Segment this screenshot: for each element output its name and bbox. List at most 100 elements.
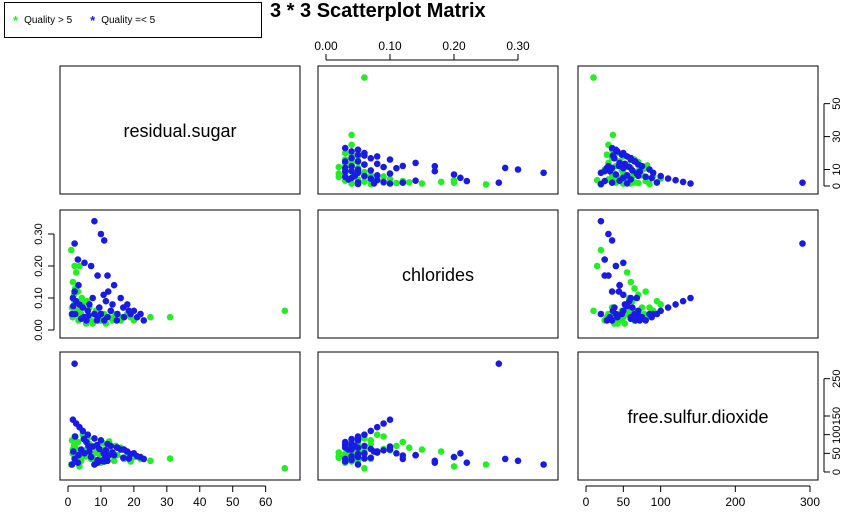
point-low-44-r0c2: [609, 152, 617, 159]
panel-0-0: [59, 65, 301, 195]
point-low-5-r1c0: [81, 259, 88, 267]
bottom-tick-label-2-3: 200: [725, 495, 745, 509]
point-low-16-r0c2: [679, 178, 687, 186]
point-low-48-r1c0: [100, 317, 108, 324]
point-low-48-r2c0: [100, 458, 108, 465]
point-low-5-r2c1: [457, 450, 464, 457]
right-tick-label-2-0: 0: [831, 469, 843, 475]
point-low-49-r1c0: [70, 302, 77, 310]
point-low-28-r1c0: [86, 301, 93, 308]
point-low-40-r0c1: [399, 179, 407, 186]
panel-1-1: [317, 209, 559, 339]
top-tick-label-2: 0.20: [442, 39, 466, 53]
point-low-20-r2c0: [91, 435, 98, 442]
bottom-tick-label-2-1: 50: [617, 495, 631, 509]
point-low-7-r0c1: [431, 167, 439, 175]
point-low-33-r0c2: [653, 179, 661, 186]
point-low-35-r1c2: [642, 317, 649, 324]
point-low-45-r2c0: [77, 446, 85, 453]
point-low-47-r0c1: [348, 167, 355, 175]
legend-marker-low: *: [90, 12, 96, 28]
point-low-28-r2c0: [86, 448, 93, 455]
point-high-23-r0c1: [348, 141, 355, 149]
point-low-4-r1c2: [601, 256, 608, 263]
point-low-27-r0c2: [614, 148, 621, 155]
point-high-2-r1c2: [627, 278, 635, 286]
point-high-29-r2c1: [373, 431, 381, 439]
point-high-37-r1c2: [621, 320, 629, 327]
point-low-21-r0c2: [646, 166, 653, 173]
bottom-tick-label-0-6: 60: [259, 495, 273, 509]
point-low-40-r1c0: [71, 288, 78, 295]
point-low-14-r1c0: [140, 317, 148, 324]
point-high-27-r2c1: [380, 433, 387, 440]
point-low-6-r2c0: [87, 453, 95, 461]
bottom-tick-label-2-2: 100: [651, 495, 671, 509]
point-low-4-r1c0: [74, 256, 82, 263]
point-high-25-r1c0: [68, 246, 75, 254]
point-high-24-r2c0: [166, 455, 174, 462]
point-low-42-r2c1: [399, 452, 407, 459]
bottom-tick-label-0-4: 40: [193, 495, 207, 509]
point-low-35-r0c2: [642, 173, 649, 181]
point-low-21-r2c0: [97, 437, 105, 444]
point-low-11-r0c1: [373, 153, 381, 160]
point-low-27-r1c0: [133, 313, 141, 321]
point-high-20-r0c2: [603, 151, 611, 158]
point-low-8-r2c1: [431, 457, 439, 465]
point-high-4-r2c1: [437, 448, 445, 455]
point-low-44-r1c2: [609, 307, 617, 315]
point-high-48-r0c1: [361, 178, 368, 185]
legend-label-low: Quality =< 5: [101, 14, 156, 26]
point-low-8-r1c0: [104, 272, 111, 279]
point-low-49-r0c1: [370, 180, 378, 187]
point-low-47-r2c0: [94, 456, 101, 464]
point-low-3-r0c2: [799, 179, 806, 186]
point-low-29-r1c2: [629, 304, 636, 311]
point-high-15-r2c0: [110, 457, 118, 465]
point-low-31-r0c1: [373, 160, 381, 168]
point-low-15-r0c1: [386, 180, 394, 187]
point-low-1-r1c2: [605, 230, 612, 238]
point-high-28-r0c2: [646, 180, 653, 188]
point-low-12-r2c1: [361, 450, 368, 457]
point-low-25-r0c2: [627, 154, 635, 162]
point-low-18-r1c2: [664, 304, 672, 311]
point-low-15-r1c2: [687, 294, 694, 302]
point-low-33-r1c2: [653, 310, 661, 318]
point-low-4-r2c1: [463, 459, 471, 467]
point-low-19-r2c1: [361, 431, 368, 439]
point-low-2-r2c1: [501, 455, 509, 463]
point-high-21-r0c1: [341, 149, 349, 157]
point-low-8-r0c1: [431, 162, 439, 170]
point-low-44-r1c0: [125, 307, 133, 315]
point-low-39-r0c2: [597, 180, 605, 188]
point-high-24-r1c0: [166, 313, 174, 321]
left-tick-label-1: 0.10: [33, 287, 45, 308]
point-low-43-r2c1: [367, 454, 375, 462]
point-low-42-r1c0: [104, 288, 112, 295]
point-low-1-r0c1: [514, 166, 522, 173]
point-low-3-r1c2: [799, 240, 806, 247]
point-high-25-r1c2: [597, 246, 605, 254]
point-low-28-r0c1: [373, 172, 381, 179]
legend: * Quality > 5 * Quality =< 5: [4, 2, 262, 38]
point-low-40-r1c2: [608, 288, 616, 295]
point-low-23-r0c1: [361, 161, 368, 168]
point-low-45-r2c1: [345, 446, 352, 453]
point-high-39-r2c1: [393, 442, 400, 450]
point-low-6-r2c1: [450, 453, 458, 461]
point-low-23-r2c1: [361, 442, 368, 450]
point-low-46-r1c0: [85, 312, 92, 319]
point-low-21-r0c1: [354, 166, 362, 173]
panel-1-2: [577, 209, 819, 339]
right-tick-label-2-4: 250: [831, 369, 843, 387]
point-low-14-r0c1: [341, 144, 349, 152]
point-low-45-r1c2: [627, 315, 635, 323]
point-low-49-r2c1: [370, 448, 378, 455]
point-low-17-r2c1: [373, 423, 381, 431]
point-low-44-r2c0: [125, 455, 133, 462]
point-high-37-r2c1: [335, 449, 343, 456]
point-low-10-r1c0: [117, 294, 124, 302]
point-high-40-r2c1: [405, 444, 413, 452]
